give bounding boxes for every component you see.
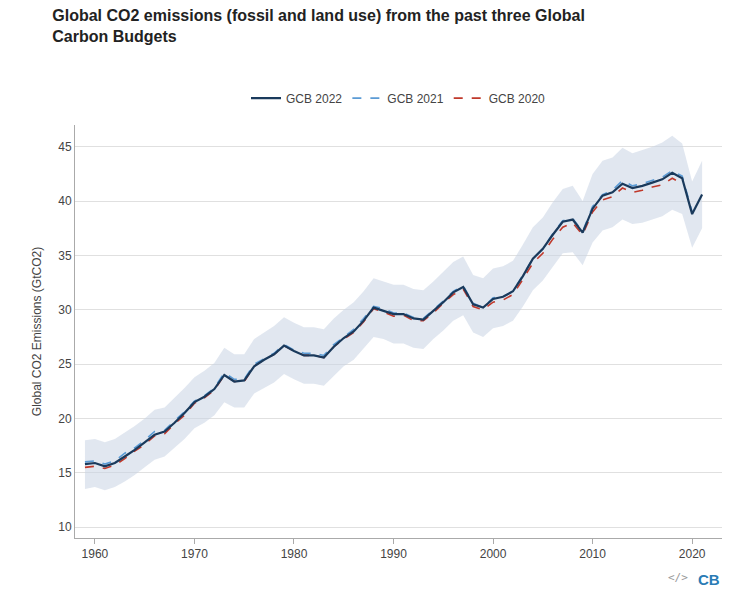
svg-text:15: 15 [58,466,72,480]
svg-text:GCB 2022: GCB 2022 [286,92,342,106]
svg-text:1960: 1960 [82,547,109,561]
svg-text:40: 40 [58,194,72,208]
svg-text:</>: </> [668,571,688,584]
svg-text:20: 20 [58,412,72,426]
svg-text:1970: 1970 [181,547,208,561]
svg-text:GCB 2020: GCB 2020 [489,92,545,106]
svg-text:Global CO2 Emissions (GtCO2): Global CO2 Emissions (GtCO2) [30,247,44,416]
svg-text:1990: 1990 [380,547,407,561]
svg-text:2010: 2010 [579,547,606,561]
svg-text:2020: 2020 [679,547,706,561]
svg-text:25: 25 [58,357,72,371]
svg-text:GCB 2021: GCB 2021 [387,92,443,106]
svg-text:Global CO2 emissions (fossil a: Global CO2 emissions (fossil and land us… [52,7,585,45]
svg-text:35: 35 [58,249,72,263]
svg-text:1980: 1980 [281,547,308,561]
svg-text:10: 10 [58,520,72,534]
svg-text:30: 30 [58,303,72,317]
svg-text:2000: 2000 [480,547,507,561]
svg-text:45: 45 [58,140,72,154]
svg-text:CB: CB [698,571,720,588]
